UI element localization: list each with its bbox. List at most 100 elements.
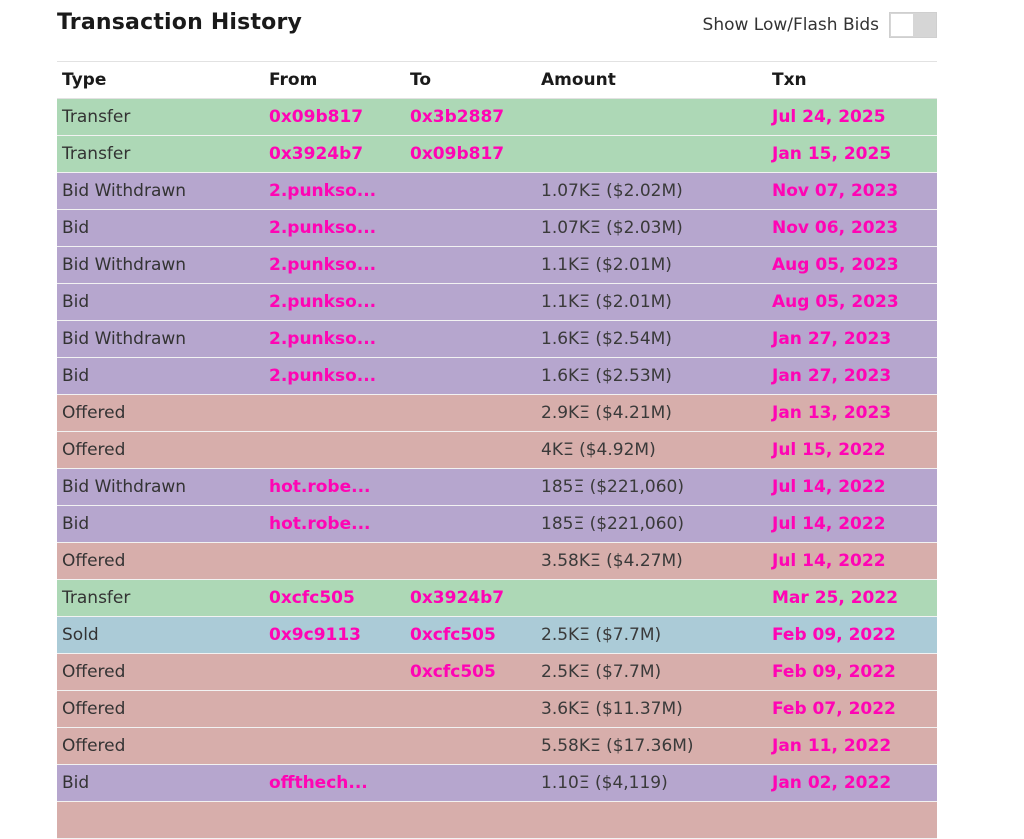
table-row[interactable]: Offered 3.6KΞ ($11.37M) Feb 07, 2022 bbox=[57, 691, 937, 728]
cell-from-address[interactable]: 2.punkso... bbox=[269, 218, 377, 238]
cell-txn-date-link[interactable]: Nov 07, 2023 bbox=[772, 181, 899, 201]
table-row[interactable]: Bid 2.punkso... 1.6KΞ ($2.53M) Jan 27, 2023 bbox=[57, 358, 937, 395]
cell-to-address[interactable]: 0xcfc505 bbox=[410, 662, 496, 682]
cell-amount: 3.6KΞ ($11.37M) bbox=[541, 699, 683, 719]
cell-txn-date-link[interactable]: Jan 27, 2023 bbox=[772, 366, 892, 386]
cell-amount: 4KΞ ($4.92M) bbox=[541, 440, 656, 460]
page-title: Transaction History bbox=[57, 10, 303, 35]
cell-type: Transfer bbox=[62, 588, 131, 608]
transaction-table: Type From To Amount Txn Transfer 0x09b817… bbox=[57, 61, 937, 839]
table-header-row: Type From To Amount Txn bbox=[57, 62, 937, 99]
cell-txn-date-link[interactable]: Feb 07, 2022 bbox=[772, 699, 896, 719]
cell-to-address[interactable]: 0xcfc505 bbox=[410, 625, 496, 645]
cell-amount: 185Ξ ($221,060) bbox=[541, 477, 684, 497]
cell-from-address[interactable]: 2.punkso... bbox=[269, 366, 377, 386]
cell-to-address[interactable]: 0x3b2887 bbox=[410, 107, 505, 127]
cell-type: Bid Withdrawn bbox=[62, 329, 187, 349]
table-row[interactable]: Offered 2.9KΞ ($4.21M) Jan 13, 2023 bbox=[57, 395, 937, 432]
cell-type: Bid bbox=[62, 366, 90, 386]
toggle-knob bbox=[891, 14, 913, 36]
cell-amount: 1.07KΞ ($2.02M) bbox=[541, 181, 683, 201]
cell-from-address[interactable]: 2.punkso... bbox=[269, 181, 377, 201]
cell-type: Bid Withdrawn bbox=[62, 477, 187, 497]
table-row[interactable]: Bid Withdrawn hot.robe... 185Ξ ($221,060) J… bbox=[57, 469, 937, 506]
cell-from-address[interactable]: 0xcfc505 bbox=[269, 588, 355, 608]
cell-type: Transfer bbox=[62, 144, 131, 164]
cell-txn-date-link[interactable]: Nov 06, 2023 bbox=[772, 218, 899, 238]
table-row[interactable]: Transfer 0x09b817 0x3b2887 Jul 24, 2025 bbox=[57, 99, 937, 136]
column-header-amount: Amount bbox=[541, 70, 616, 90]
table-row[interactable]: Bid 2.punkso... 1.07KΞ ($2.03M) Nov 06, 202… bbox=[57, 210, 937, 247]
cell-amount: 1.1KΞ ($2.01M) bbox=[541, 255, 672, 275]
cell-amount: 185Ξ ($221,060) bbox=[541, 514, 684, 534]
table-row[interactable]: Offered 0xcfc505 2.5KΞ ($7.7M) Feb 09, 2022 bbox=[57, 654, 937, 691]
cell-amount: 2.5KΞ ($7.7M) bbox=[541, 662, 662, 682]
table-row[interactable]: Bid Withdrawn 2.punkso... 1.1KΞ ($2.01M) Au… bbox=[57, 247, 937, 284]
cell-txn-date-link[interactable]: Jul 14, 2022 bbox=[772, 551, 886, 571]
cell-type: Offered bbox=[62, 699, 126, 719]
column-header-to: To bbox=[410, 70, 432, 90]
cell-txn-date-link[interactable]: Jan 27, 2023 bbox=[772, 329, 892, 349]
table-row[interactable]: Bid 2.punkso... 1.1KΞ ($2.01M) Aug 05, 2023 bbox=[57, 284, 937, 321]
table-row[interactable]: Bid offthech... 1.10Ξ ($4,119) Jan 02, 2022 bbox=[57, 765, 937, 802]
cell-amount: 1.07KΞ ($2.03M) bbox=[541, 218, 683, 238]
cell-txn-date-link[interactable]: Aug 05, 2023 bbox=[772, 292, 899, 312]
cell-txn-date-link[interactable]: Feb 09, 2022 bbox=[772, 662, 896, 682]
table-row[interactable]: Offered 3.58KΞ ($4.27M) Jul 14, 2022 bbox=[57, 543, 937, 580]
cell-txn-date-link[interactable]: Jan 02, 2022 bbox=[772, 773, 892, 793]
cell-txn-date-link[interactable]: Jul 24, 2025 bbox=[772, 107, 886, 127]
cell-from-address[interactable]: 2.punkso... bbox=[269, 255, 377, 275]
table-row[interactable]: Offered 4KΞ ($4.92M) Jul 15, 2022 bbox=[57, 432, 937, 469]
cell-amount: 2.5KΞ ($7.7M) bbox=[541, 625, 662, 645]
cell-from-address[interactable]: hot.robe... bbox=[269, 477, 371, 497]
cell-txn-date-link[interactable]: Jul 14, 2022 bbox=[772, 514, 886, 534]
cell-type: Bid Withdrawn bbox=[62, 255, 187, 275]
table-row[interactable]: Transfer 0xcfc505 0x3924b7 Mar 25, 2022 bbox=[57, 580, 937, 617]
cell-amount: 5.58KΞ ($17.36M) bbox=[541, 736, 694, 756]
cell-txn-date-link[interactable]: Jan 15, 2025 bbox=[772, 144, 892, 164]
cell-type: Offered bbox=[62, 403, 126, 423]
cell-amount: 1.6KΞ ($2.53M) bbox=[541, 366, 672, 386]
cell-type: Offered bbox=[62, 551, 126, 571]
cell-from-address[interactable]: hot.robe... bbox=[269, 514, 371, 534]
cell-amount: 3.58KΞ ($4.27M) bbox=[541, 551, 683, 571]
cell-txn-date-link[interactable]: Jan 13, 2023 bbox=[772, 403, 892, 423]
cell-txn-date-link[interactable]: Aug 05, 2023 bbox=[772, 255, 899, 275]
cell-type: Bid bbox=[62, 292, 90, 312]
cell-from-address[interactable]: 2.punkso... bbox=[269, 292, 377, 312]
cell-from-address[interactable]: offthech... bbox=[269, 773, 368, 793]
cell-type: Transfer bbox=[62, 107, 131, 127]
cell-to-address[interactable]: 0x3924b7 bbox=[410, 588, 505, 608]
cell-txn-date-link[interactable]: Feb 09, 2022 bbox=[772, 625, 896, 645]
cell-from-address[interactable]: 0x9c9113 bbox=[269, 625, 362, 645]
cell-type: Sold bbox=[62, 625, 99, 645]
table-row[interactable] bbox=[57, 802, 937, 839]
cell-amount: 1.10Ξ ($4,119) bbox=[541, 773, 668, 793]
cell-txn-date-link[interactable]: Jan 11, 2022 bbox=[772, 736, 892, 756]
cell-from-address[interactable]: 0x09b817 bbox=[269, 107, 364, 127]
table-row[interactable]: Transfer 0x3924b7 0x09b817 Jan 15, 2025 bbox=[57, 136, 937, 173]
cell-type: Offered bbox=[62, 736, 126, 756]
column-header-type: Type bbox=[62, 70, 107, 90]
table-row[interactable]: Bid Withdrawn 2.punkso... 1.07KΞ ($2.02M) N… bbox=[57, 173, 937, 210]
table-row[interactable]: Bid Withdrawn 2.punkso... 1.6KΞ ($2.54M) Ja… bbox=[57, 321, 937, 358]
cell-type: Offered bbox=[62, 440, 126, 460]
table-row[interactable]: Bid hot.robe... 185Ξ ($221,060) Jul 14, 202… bbox=[57, 506, 937, 543]
cell-type: Bid bbox=[62, 773, 90, 793]
cell-txn-date-link[interactable]: Mar 25, 2022 bbox=[772, 588, 899, 608]
cell-txn-date-link[interactable]: Jul 15, 2022 bbox=[772, 440, 886, 460]
cell-type: Bid bbox=[62, 514, 90, 534]
low-flash-bids-filter: Show Low/Flash Bids bbox=[703, 12, 937, 38]
cell-to-address[interactable]: 0x09b817 bbox=[410, 144, 505, 164]
table-row[interactable]: Offered 5.58KΞ ($17.36M) Jan 11, 2022 bbox=[57, 728, 937, 765]
cell-amount: 2.9KΞ ($4.21M) bbox=[541, 403, 672, 423]
cell-from-address[interactable]: 2.punkso... bbox=[269, 329, 377, 349]
table-row[interactable]: Sold 0x9c9113 0xcfc505 2.5KΞ ($7.7M) Feb 09,… bbox=[57, 617, 937, 654]
cell-from-address[interactable]: 0x3924b7 bbox=[269, 144, 364, 164]
cell-type: Bid bbox=[62, 218, 90, 238]
show-low-flash-bids-toggle[interactable] bbox=[889, 12, 937, 38]
page-header: Transaction History Show Low/Flash Bids bbox=[57, 0, 937, 52]
cell-txn-date-link[interactable]: Jul 14, 2022 bbox=[772, 477, 886, 497]
table-body: Transfer 0x09b817 0x3b2887 Jul 24, 2025 Tran… bbox=[57, 99, 937, 839]
cell-amount: 1.6KΞ ($2.54M) bbox=[541, 329, 672, 349]
